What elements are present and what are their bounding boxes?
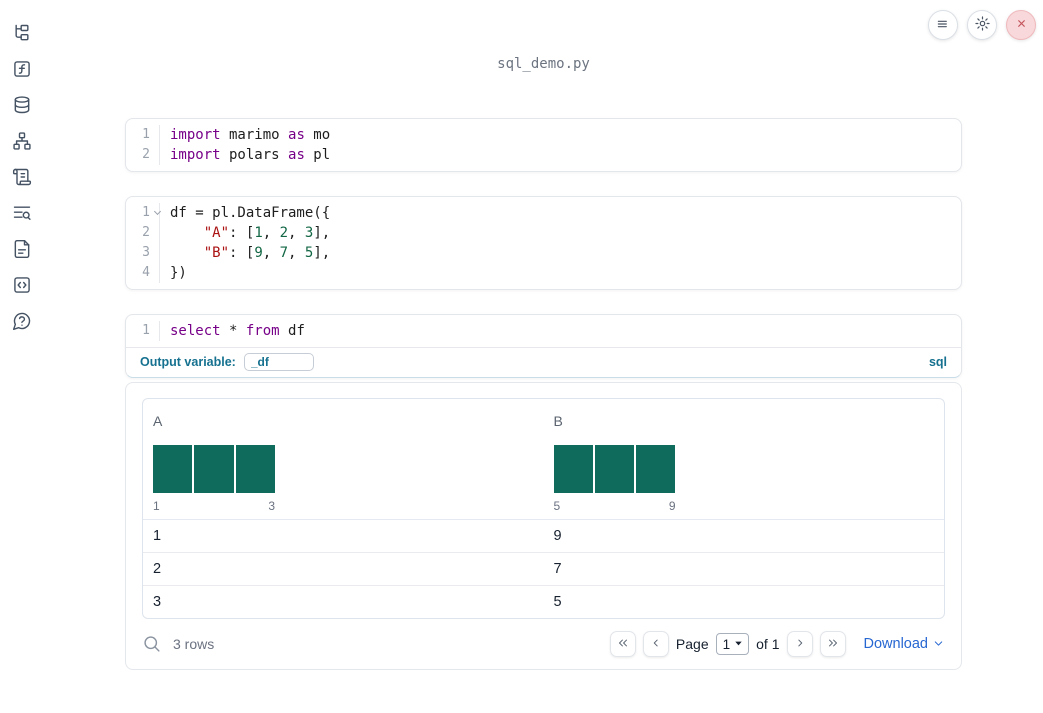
code-line: select * from df xyxy=(170,323,305,339)
scroll-icon[interactable] xyxy=(12,167,32,187)
previous-page-button[interactable] xyxy=(642,631,669,657)
histogram-bar[interactable] xyxy=(636,445,676,493)
histogram-max-label: 3 xyxy=(268,499,275,513)
page-select[interactable]: 1 xyxy=(715,633,750,655)
page-of-label: of 1 xyxy=(756,636,780,652)
search-icon[interactable] xyxy=(142,634,162,654)
dependency-graph-icon[interactable] xyxy=(12,131,32,151)
code-line: df = pl.DataFrame({ xyxy=(170,205,331,221)
line-number-gutter: 1 2 3 4 xyxy=(126,203,162,283)
code-line: "A": [1, 2, 3], xyxy=(203,225,331,241)
histogram-min-label: 5 xyxy=(553,499,561,513)
folder-tree-icon[interactable] xyxy=(12,23,32,43)
column-label: B xyxy=(553,413,563,429)
line-number: 2 xyxy=(142,225,150,240)
output-variable-label: Output variable: xyxy=(140,355,236,369)
line-number: 1 xyxy=(126,203,162,223)
sql-cell[interactable]: 1 select * from df Output variable: sql xyxy=(125,314,962,378)
histogram-max-label: 9 xyxy=(668,499,676,513)
download-button[interactable]: Download xyxy=(864,635,946,654)
gear-icon xyxy=(974,15,991,35)
table-cell: 7 xyxy=(543,552,944,585)
table-cell: 2 xyxy=(143,552,544,585)
histogram-bar[interactable] xyxy=(194,445,234,493)
shutdown-button[interactable] xyxy=(1006,10,1036,40)
line-number: 1 xyxy=(142,127,150,142)
code-line: import marimo as mo xyxy=(170,127,331,143)
menu-button[interactable] xyxy=(928,10,958,40)
code-editor[interactable]: 1 select * from df xyxy=(126,315,961,347)
list-search-icon[interactable] xyxy=(12,203,32,223)
line-number: 3 xyxy=(142,245,150,260)
table-cell: 3 xyxy=(143,585,544,618)
line-number: 1 xyxy=(142,323,150,338)
table-footer: 3 rows Page 1 xyxy=(142,631,945,657)
table-cell: 9 xyxy=(553,528,562,544)
code-line: }) xyxy=(170,265,187,281)
line-number-gutter: 1 xyxy=(126,321,160,341)
table-cell: 1 xyxy=(153,528,162,544)
column-label: A xyxy=(153,413,163,429)
notebook-filename: sql_demo.py xyxy=(497,56,590,72)
chevron-down-icon xyxy=(733,637,744,652)
histogram-min-label: 1 xyxy=(153,499,160,513)
function-square-icon[interactable] xyxy=(12,59,32,79)
pagination: Page 1 of 1 xyxy=(609,631,946,657)
page-select-value: 1 xyxy=(722,636,731,652)
code-snippets-icon[interactable] xyxy=(12,275,32,295)
table-cell: 5 xyxy=(543,585,944,618)
chevrons-right-icon xyxy=(826,636,840,653)
histogram-bar[interactable] xyxy=(553,445,593,493)
line-number: 4 xyxy=(142,265,150,280)
histogram-bar[interactable] xyxy=(153,445,193,493)
settings-button[interactable] xyxy=(967,10,997,40)
code-line: import polars as pl xyxy=(170,147,331,163)
sql-cell-footer: Output variable: sql xyxy=(126,347,961,377)
chevron-down-icon xyxy=(932,635,945,654)
page-label: Page xyxy=(675,636,709,652)
chevron-left-icon xyxy=(649,636,663,653)
row-count: 3 rows xyxy=(173,636,215,652)
chevron-right-icon xyxy=(793,636,807,653)
document-icon[interactable] xyxy=(12,239,32,259)
help-bubble-icon[interactable] xyxy=(12,311,32,331)
top-controls xyxy=(928,10,1036,40)
language-badge[interactable]: sql xyxy=(928,355,947,369)
first-page-button[interactable] xyxy=(609,631,636,657)
code-line: "B": [9, 7, 5], xyxy=(203,245,331,261)
next-page-button[interactable] xyxy=(786,631,813,657)
chevrons-left-icon xyxy=(616,636,630,653)
code-editor[interactable]: 1 2 3 4 df = pl.DataFrame({ "A": [1, 2, 3],… xyxy=(126,197,961,289)
close-x-icon xyxy=(1014,16,1029,34)
code-cell-dataframe[interactable]: 1 2 3 4 df = pl.DataFrame({ "A": [1, 2, 3],… xyxy=(125,196,962,290)
hamburger-menu-icon xyxy=(935,16,951,35)
histogram-bar[interactable] xyxy=(594,445,635,493)
panel-sidebar xyxy=(0,0,44,713)
line-number: 2 xyxy=(142,147,150,162)
output-variable-input[interactable] xyxy=(243,353,314,371)
database-icon[interactable] xyxy=(12,95,32,115)
download-label: Download xyxy=(863,636,929,652)
last-page-button[interactable] xyxy=(819,631,846,657)
histogram-bar[interactable] xyxy=(235,445,275,493)
